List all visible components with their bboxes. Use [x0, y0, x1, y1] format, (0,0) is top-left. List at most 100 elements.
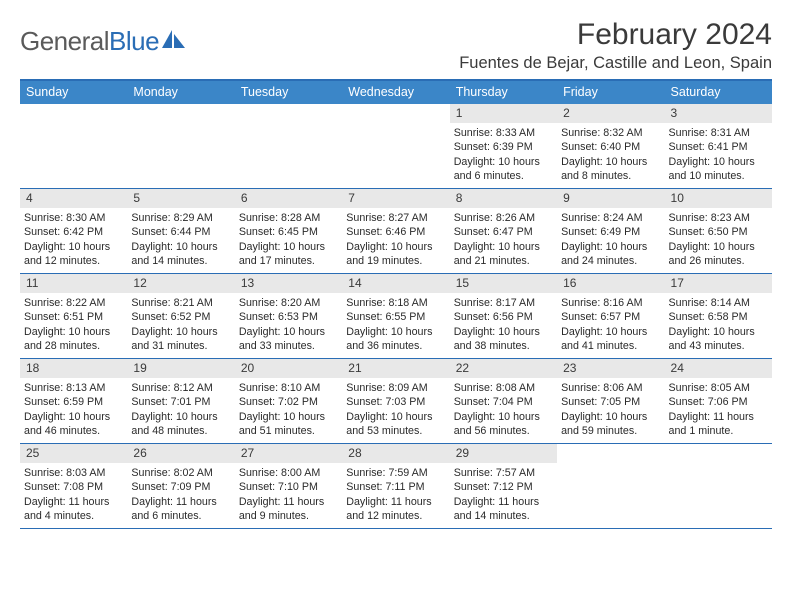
sunset-line: Sunset: 7:08 PM: [24, 480, 123, 494]
sunset-line: Sunset: 6:50 PM: [669, 225, 768, 239]
weeks-container: 1Sunrise: 8:33 AMSunset: 6:39 PMDaylight…: [20, 104, 772, 529]
day-cell: 9Sunrise: 8:24 AMSunset: 6:49 PMDaylight…: [557, 189, 664, 273]
daylight-line: Daylight: 10 hours and 43 minutes.: [669, 325, 768, 354]
day-number: 15: [450, 274, 557, 293]
sunrise-line: Sunrise: 8:29 AM: [131, 211, 230, 225]
day-details: Sunrise: 8:22 AMSunset: 6:51 PMDaylight:…: [20, 293, 127, 358]
day-number: 13: [235, 274, 342, 293]
sail-icon: [161, 28, 187, 55]
sunset-line: Sunset: 6:39 PM: [454, 140, 553, 154]
sunrise-line: Sunrise: 8:05 AM: [669, 381, 768, 395]
sunrise-line: Sunrise: 8:09 AM: [346, 381, 445, 395]
day-cell: 15Sunrise: 8:17 AMSunset: 6:56 PMDayligh…: [450, 274, 557, 358]
day-cell: 24Sunrise: 8:05 AMSunset: 7:06 PMDayligh…: [665, 359, 772, 443]
sunrise-line: Sunrise: 8:16 AM: [561, 296, 660, 310]
day-cell: 28Sunrise: 7:59 AMSunset: 7:11 PMDayligh…: [342, 444, 449, 528]
day-number: 28: [342, 444, 449, 463]
day-cell: 6Sunrise: 8:28 AMSunset: 6:45 PMDaylight…: [235, 189, 342, 273]
daylight-line: Daylight: 10 hours and 21 minutes.: [454, 240, 553, 269]
day-number: 17: [665, 274, 772, 293]
day-cell: 27Sunrise: 8:00 AMSunset: 7:10 PMDayligh…: [235, 444, 342, 528]
sunset-line: Sunset: 6:56 PM: [454, 310, 553, 324]
day-cell: 18Sunrise: 8:13 AMSunset: 6:59 PMDayligh…: [20, 359, 127, 443]
sunrise-line: Sunrise: 8:24 AM: [561, 211, 660, 225]
month-title: February 2024: [459, 18, 772, 52]
day-details: Sunrise: 8:02 AMSunset: 7:09 PMDaylight:…: [127, 463, 234, 528]
daylight-line: Daylight: 10 hours and 14 minutes.: [131, 240, 230, 269]
day-number: 18: [20, 359, 127, 378]
day-cell: 17Sunrise: 8:14 AMSunset: 6:58 PMDayligh…: [665, 274, 772, 358]
day-details: Sunrise: 8:10 AMSunset: 7:02 PMDaylight:…: [235, 378, 342, 443]
day-details: Sunrise: 8:26 AMSunset: 6:47 PMDaylight:…: [450, 208, 557, 273]
day-cell: 16Sunrise: 8:16 AMSunset: 6:57 PMDayligh…: [557, 274, 664, 358]
daylight-line: Daylight: 10 hours and 48 minutes.: [131, 410, 230, 439]
day-cell: 7Sunrise: 8:27 AMSunset: 6:46 PMDaylight…: [342, 189, 449, 273]
sunset-line: Sunset: 7:10 PM: [239, 480, 338, 494]
logo-text: GeneralBlue: [20, 26, 159, 57]
day-cell: 11Sunrise: 8:22 AMSunset: 6:51 PMDayligh…: [20, 274, 127, 358]
sunrise-line: Sunrise: 8:18 AM: [346, 296, 445, 310]
daylight-line: Daylight: 10 hours and 59 minutes.: [561, 410, 660, 439]
weekday-header: Thursday: [450, 81, 557, 104]
day-details: Sunrise: 8:05 AMSunset: 7:06 PMDaylight:…: [665, 378, 772, 443]
sunrise-line: Sunrise: 8:12 AM: [131, 381, 230, 395]
day-details: Sunrise: 8:08 AMSunset: 7:04 PMDaylight:…: [450, 378, 557, 443]
sunrise-line: Sunrise: 8:06 AM: [561, 381, 660, 395]
sunrise-line: Sunrise: 8:14 AM: [669, 296, 768, 310]
day-details: Sunrise: 8:00 AMSunset: 7:10 PMDaylight:…: [235, 463, 342, 528]
day-cell: 19Sunrise: 8:12 AMSunset: 7:01 PMDayligh…: [127, 359, 234, 443]
day-details: Sunrise: 8:31 AMSunset: 6:41 PMDaylight:…: [665, 123, 772, 188]
sunrise-line: Sunrise: 8:13 AM: [24, 381, 123, 395]
sunset-line: Sunset: 6:42 PM: [24, 225, 123, 239]
day-number: 22: [450, 359, 557, 378]
title-block: February 2024 Fuentes de Bejar, Castille…: [459, 18, 772, 73]
sunset-line: Sunset: 6:57 PM: [561, 310, 660, 324]
day-details: Sunrise: 8:18 AMSunset: 6:55 PMDaylight:…: [342, 293, 449, 358]
sunset-line: Sunset: 7:01 PM: [131, 395, 230, 409]
sunset-line: Sunset: 7:04 PM: [454, 395, 553, 409]
sunrise-line: Sunrise: 8:22 AM: [24, 296, 123, 310]
day-details: Sunrise: 7:59 AMSunset: 7:11 PMDaylight:…: [342, 463, 449, 528]
day-number: 20: [235, 359, 342, 378]
day-details: Sunrise: 7:57 AMSunset: 7:12 PMDaylight:…: [450, 463, 557, 528]
day-details: Sunrise: 8:17 AMSunset: 6:56 PMDaylight:…: [450, 293, 557, 358]
day-number: 26: [127, 444, 234, 463]
sunset-line: Sunset: 6:45 PM: [239, 225, 338, 239]
sunset-line: Sunset: 6:40 PM: [561, 140, 660, 154]
day-details: Sunrise: 8:14 AMSunset: 6:58 PMDaylight:…: [665, 293, 772, 358]
day-cell: [342, 104, 449, 188]
day-cell: 10Sunrise: 8:23 AMSunset: 6:50 PMDayligh…: [665, 189, 772, 273]
day-number: 4: [20, 189, 127, 208]
day-cell: 20Sunrise: 8:10 AMSunset: 7:02 PMDayligh…: [235, 359, 342, 443]
day-cell: [557, 444, 664, 528]
day-number: 23: [557, 359, 664, 378]
sunrise-line: Sunrise: 8:33 AM: [454, 126, 553, 140]
sunset-line: Sunset: 7:06 PM: [669, 395, 768, 409]
sunrise-line: Sunrise: 8:00 AM: [239, 466, 338, 480]
daylight-line: Daylight: 10 hours and 12 minutes.: [24, 240, 123, 269]
day-details: Sunrise: 8:16 AMSunset: 6:57 PMDaylight:…: [557, 293, 664, 358]
logo-word-1: General: [20, 26, 109, 56]
daylight-line: Daylight: 10 hours and 53 minutes.: [346, 410, 445, 439]
sunrise-line: Sunrise: 8:20 AM: [239, 296, 338, 310]
daylight-line: Daylight: 10 hours and 56 minutes.: [454, 410, 553, 439]
sunset-line: Sunset: 7:12 PM: [454, 480, 553, 494]
brand-logo: GeneralBlue: [20, 18, 187, 57]
sunrise-line: Sunrise: 8:08 AM: [454, 381, 553, 395]
daylight-line: Daylight: 10 hours and 26 minutes.: [669, 240, 768, 269]
sunrise-line: Sunrise: 8:28 AM: [239, 211, 338, 225]
daylight-line: Daylight: 10 hours and 41 minutes.: [561, 325, 660, 354]
day-details: Sunrise: 8:21 AMSunset: 6:52 PMDaylight:…: [127, 293, 234, 358]
sunrise-line: Sunrise: 8:02 AM: [131, 466, 230, 480]
sunset-line: Sunset: 6:55 PM: [346, 310, 445, 324]
day-cell: 14Sunrise: 8:18 AMSunset: 6:55 PMDayligh…: [342, 274, 449, 358]
day-number: 24: [665, 359, 772, 378]
daylight-line: Daylight: 11 hours and 14 minutes.: [454, 495, 553, 524]
sunrise-line: Sunrise: 8:03 AM: [24, 466, 123, 480]
sunset-line: Sunset: 7:11 PM: [346, 480, 445, 494]
daylight-line: Daylight: 11 hours and 6 minutes.: [131, 495, 230, 524]
daylight-line: Daylight: 10 hours and 24 minutes.: [561, 240, 660, 269]
week-row: 1Sunrise: 8:33 AMSunset: 6:39 PMDaylight…: [20, 104, 772, 189]
sunrise-line: Sunrise: 8:27 AM: [346, 211, 445, 225]
weekday-header: Tuesday: [235, 81, 342, 104]
